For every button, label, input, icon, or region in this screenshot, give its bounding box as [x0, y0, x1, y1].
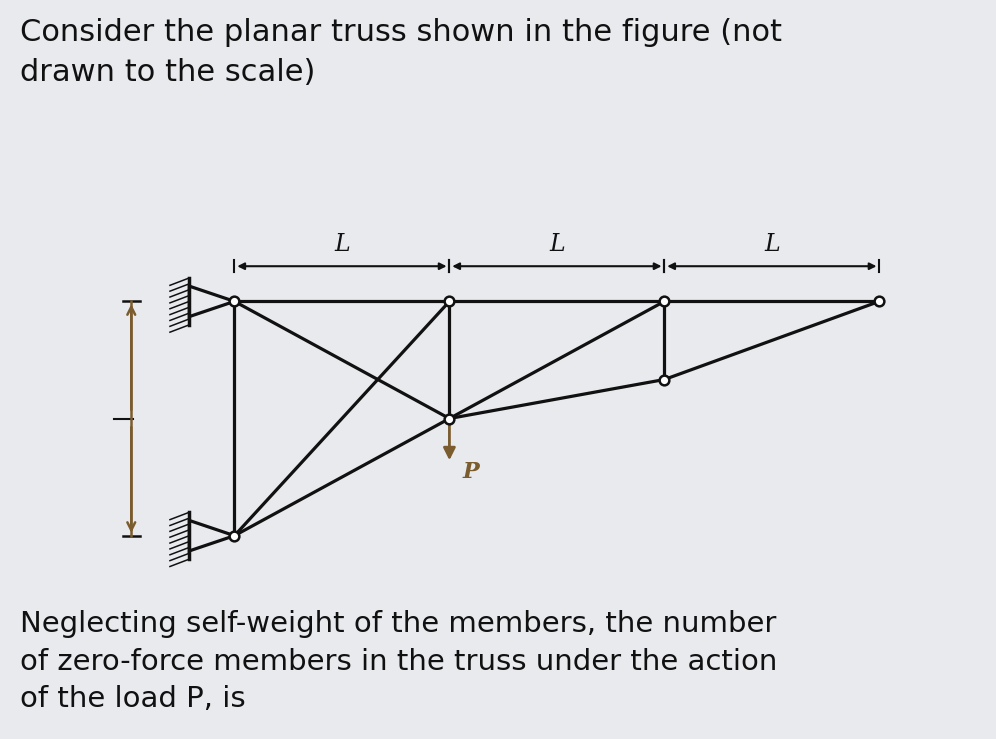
Text: L: L — [334, 233, 350, 256]
Text: P: P — [462, 460, 479, 483]
Text: Consider the planar truss shown in the figure (not
drawn to the scale): Consider the planar truss shown in the f… — [20, 18, 782, 86]
Text: L: L — [549, 233, 565, 256]
Text: L: L — [764, 233, 780, 256]
Text: Neglecting self-weight of the members, the number
of zero-force members in the t: Neglecting self-weight of the members, t… — [20, 610, 777, 713]
